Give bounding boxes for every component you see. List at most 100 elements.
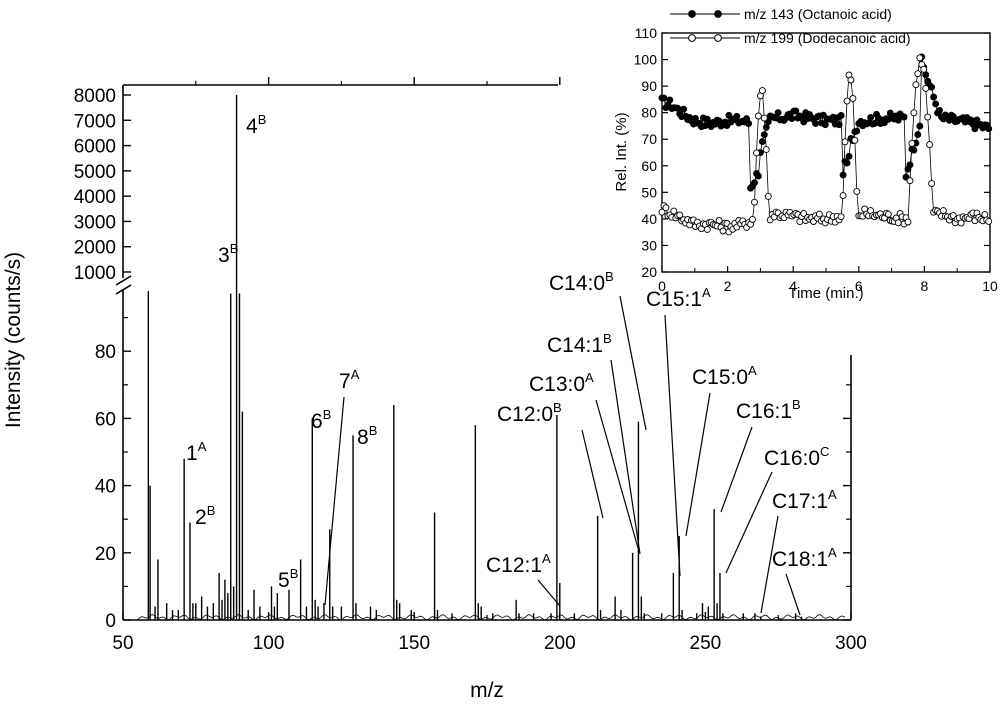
legend-marker [714,10,722,18]
inset-data-point [774,109,782,117]
inset-data-point [749,215,756,223]
label-leader-line [581,429,604,519]
y-tick-label: 0 [105,611,116,632]
peak-label-superscript: A [702,285,711,300]
inset-y-tick-label: 30 [641,237,657,253]
inset-data-point [837,112,845,119]
inset-data-point [936,106,943,114]
peak-label-superscript: A [198,439,207,454]
legend-label: m/z 199 (Dodecanoic acid) [744,30,911,46]
inset-data-point [762,146,770,154]
inset-data-point [658,208,666,216]
y-tick-label: 80 [95,342,116,363]
peak-label: C18:1A [772,545,837,571]
peak-label-base: 3 [218,244,230,267]
inset-y-tick-label: 100 [634,52,658,68]
peak-label-superscript: B [230,241,239,256]
inset-y-tick-label: 70 [641,131,657,147]
inset-x-tick-label: 4 [789,278,797,294]
label-leader-line [760,515,779,614]
inset-data-point [928,83,936,91]
peak-label: C17:1A [772,487,837,513]
inset-data-point [751,179,758,187]
peak-label-base: 8 [357,426,369,449]
inset-data-point [835,121,843,129]
inset-data-point [916,54,924,62]
inset-data-point [853,127,861,135]
x-tick-label: 200 [544,633,576,654]
inset-x-tick-label: 6 [855,278,863,294]
x-axis-title: m/z [470,679,504,702]
inset-data-point [871,120,878,127]
inset-data-point [845,152,853,160]
peak-label: C12:1A [486,551,551,577]
peak-label-base: C14:0 [549,272,605,295]
peak-label-superscript: B [290,566,299,581]
x-tick-label: 100 [253,633,285,654]
inset-data-point [912,81,920,89]
inset-data-point [851,136,859,144]
inset-data-point [815,210,823,218]
inset-data-point [719,227,727,235]
inset-data-point [920,65,928,73]
y-axis-title: Intensity (counts/s) [2,252,25,428]
peak-label-base: C16:1 [736,400,792,423]
legend-label: m/z 143 (Octanoic acid) [744,6,892,22]
inset-data-point [758,87,766,95]
inset-x-tick-label: 10 [982,278,998,294]
inset-data-point [751,198,758,206]
peak-label-base: 1 [186,442,198,465]
inset-data-point [839,192,847,200]
peak-label: C15:1A [646,285,711,311]
inset-data-point [821,121,829,129]
main-axes: 50 100 150 200 250 30002040608010002000300040… [2,77,867,702]
peak-label-superscript: A [351,367,360,382]
peak-label-base: 2 [195,506,207,529]
inset-y-tick-label: 110 [635,25,658,41]
y-upper-tick-label: 2000 [74,238,116,259]
inset-data-point [924,113,932,121]
peak-label-superscript: A [748,363,757,378]
peak-label-base: C12:0 [497,403,553,426]
peak-label-superscript: B [553,400,562,415]
inset-data-point [916,122,924,130]
inset-data-point [676,211,684,219]
peak-label-superscript: A [542,551,551,566]
inset-data-point [926,141,934,149]
inset-data-point [754,172,762,180]
inset-x-tick-label: 2 [724,278,732,294]
inset-data-point [910,109,918,117]
inset-data-point [733,112,741,120]
inset-data-point [847,76,855,84]
y-tick-label: 60 [95,409,116,430]
inset-data-point [900,113,908,121]
inset-data-point [715,217,723,224]
inset-data-point [985,125,993,133]
peak-label-base: C13:0 [529,373,585,396]
inset-y-tick-label: 90 [641,78,657,94]
main-peaks [137,95,846,621]
y-tick-label: 20 [95,544,116,565]
peak-label-base: C15:0 [692,366,748,389]
label-leader-line [785,573,801,616]
y-upper-tick-label: 5000 [74,162,116,183]
peak-label-base: C15:1 [646,288,702,311]
label-leader-line [595,399,639,549]
inset-data-point [760,131,768,139]
inset-data-point [914,70,922,78]
inset-data-point [703,225,711,233]
peak-label: C14:1B [547,331,612,357]
peak-label: 6B [311,407,331,433]
inset-data-point [843,159,851,167]
inset-y-tick-label: 80 [641,105,657,121]
label-leader-line [685,392,711,537]
peak-label: 8B [357,423,377,449]
inset-data-point [680,105,688,113]
inset-data-point [662,204,670,212]
peak-label-base: C16:0 [764,447,820,470]
inset-data-point [812,119,819,127]
main-annotations: 1A2B3B4B5B6B7A8BC12:1AC12:0BC13:0AC14:1B… [186,112,837,616]
inset-data-point [922,84,930,92]
